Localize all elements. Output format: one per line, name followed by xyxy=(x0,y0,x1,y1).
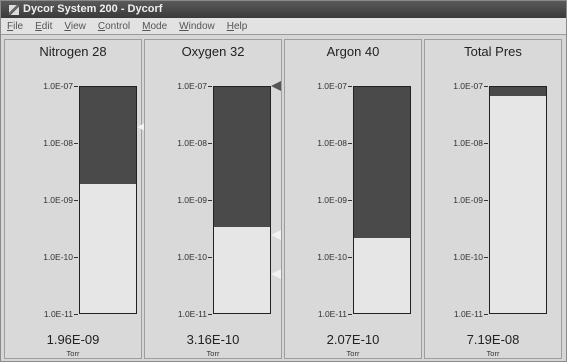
bar-level-fill xyxy=(354,238,410,313)
pressure-bar xyxy=(79,86,137,314)
axis-tick-label: 1.0E-07 xyxy=(171,81,207,91)
axis-tick-label: 1.0E-10 xyxy=(447,252,483,262)
setpoint-marker-icon[interactable] xyxy=(271,81,281,91)
title-bar[interactable]: Dycor System 200 - Dycorf xyxy=(1,1,566,18)
axis-tick xyxy=(208,314,212,315)
axis-tick xyxy=(484,143,488,144)
axis-tick xyxy=(348,257,352,258)
axis-tick-label: 1.0E-08 xyxy=(447,138,483,148)
gas-title: Argon 40 xyxy=(285,44,421,59)
gas-title: Oxygen 32 xyxy=(145,44,281,59)
gas-title: Nitrogen 28 xyxy=(5,44,141,59)
axis-tick xyxy=(208,143,212,144)
axis-tick xyxy=(484,257,488,258)
axis-tick-label: 1.0E-11 xyxy=(447,309,483,319)
axis-tick-label: 1.0E-09 xyxy=(447,195,483,205)
pressure-readout: 3.16E-10 xyxy=(145,332,281,347)
bar-empty-region xyxy=(490,87,546,96)
axis-tick-label: 1.0E-09 xyxy=(311,195,347,205)
setpoint-marker-icon[interactable] xyxy=(271,230,281,240)
pressure-unit: Torr xyxy=(145,349,281,358)
axis-tick xyxy=(74,314,78,315)
axis-tick xyxy=(484,200,488,201)
axis-tick-label: 1.0E-11 xyxy=(311,309,347,319)
window-title: Dycor System 200 - Dycorf xyxy=(23,1,162,18)
gauge-panel-0: Nitrogen 28 1.0E-07 1.0E-08 1.0E-09 1.0E-10 1… xyxy=(4,39,142,359)
pressure-unit: Torr xyxy=(5,349,141,358)
axis-tick xyxy=(74,200,78,201)
axis-tick xyxy=(208,200,212,201)
axis-tick-label: 1.0E-10 xyxy=(37,252,73,262)
axis-tick-label: 1.0E-07 xyxy=(311,81,347,91)
menu-edit[interactable]: Edit xyxy=(35,21,52,32)
pressure-bar xyxy=(213,86,271,314)
axis-tick xyxy=(74,143,78,144)
pressure-unit: Torr xyxy=(285,349,421,358)
menu-help[interactable]: Help xyxy=(227,21,248,32)
axis-tick-label: 1.0E-11 xyxy=(171,309,207,319)
axis-tick xyxy=(348,200,352,201)
axis-tick-label: 1.0E-10 xyxy=(171,252,207,262)
bar-level-fill xyxy=(490,96,546,313)
axis-tick-label: 1.0E-08 xyxy=(37,138,73,148)
pressure-readout: 1.96E-09 xyxy=(5,332,141,347)
bar-level-fill xyxy=(214,227,270,313)
bar-level-fill xyxy=(80,184,136,313)
gas-title: Total Pres xyxy=(425,44,561,59)
axis-tick-label: 1.0E-07 xyxy=(447,81,483,91)
axis-tick xyxy=(208,86,212,87)
pressure-readout: 2.07E-10 xyxy=(285,332,421,347)
bar-empty-region xyxy=(214,87,270,227)
pressure-unit: Torr xyxy=(425,349,561,358)
axis-tick xyxy=(484,86,488,87)
axis-tick-label: 1.0E-09 xyxy=(171,195,207,205)
axis-tick xyxy=(348,314,352,315)
gauge-panel-1: Oxygen 32 1.0E-07 1.0E-08 1.0E-09 1.0E-10 1.0… xyxy=(144,39,282,359)
axis-tick xyxy=(484,314,488,315)
setpoint-marker-icon[interactable] xyxy=(271,269,281,279)
axis-tick-label: 1.0E-11 xyxy=(37,309,73,319)
axis-tick-label: 1.0E-07 xyxy=(37,81,73,91)
gauge-panel-2: Argon 40 1.0E-07 1.0E-08 1.0E-09 1.0E-10 1.0E… xyxy=(284,39,422,359)
gauge-panel-3: Total Pres 1.0E-07 1.0E-08 1.0E-09 1.0E-10 1.… xyxy=(424,39,562,359)
axis-tick-label: 1.0E-08 xyxy=(311,138,347,148)
axis-tick xyxy=(348,143,352,144)
bar-empty-region xyxy=(80,87,136,184)
axis-tick xyxy=(208,257,212,258)
pressure-bar xyxy=(353,86,411,314)
pressure-bar xyxy=(489,86,547,314)
pressure-readout: 7.19E-08 xyxy=(425,332,561,347)
axis-tick-label: 1.0E-10 xyxy=(311,252,347,262)
axis-tick xyxy=(74,257,78,258)
menu-mode[interactable]: Mode xyxy=(142,21,167,32)
bar-empty-region xyxy=(354,87,410,238)
axis-tick-label: 1.0E-08 xyxy=(171,138,207,148)
menu-bar: File Edit View Control Mode Window Help xyxy=(1,18,566,35)
axis-tick xyxy=(348,86,352,87)
menu-window[interactable]: Window xyxy=(179,21,215,32)
app-icon xyxy=(9,5,19,15)
menu-file[interactable]: File xyxy=(7,21,23,32)
axis-tick-label: 1.0E-09 xyxy=(37,195,73,205)
menu-control[interactable]: Control xyxy=(98,21,130,32)
menu-view[interactable]: View xyxy=(64,21,86,32)
gas-panels: Nitrogen 28 1.0E-07 1.0E-08 1.0E-09 1.0E-10 1… xyxy=(4,39,562,359)
axis-tick xyxy=(74,86,78,87)
